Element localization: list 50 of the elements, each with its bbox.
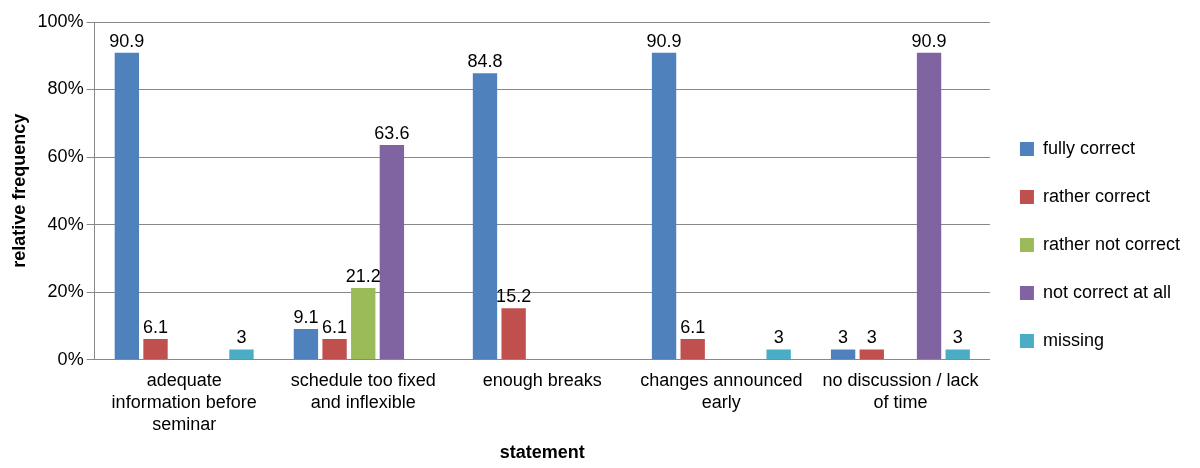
bar (143, 339, 168, 360)
y-tick-label: 80% (47, 78, 84, 99)
bar (945, 349, 970, 360)
x-tick-label: no discussion / lack of time (822, 370, 980, 412)
data-label: 63.6 (374, 122, 410, 143)
bar (501, 308, 526, 360)
legend-label: rather not correct (1042, 233, 1181, 254)
y-tick-label: 100% (37, 10, 84, 31)
y-tick-label: 0% (57, 348, 84, 369)
legend-label: rather correct (1042, 185, 1150, 206)
bar (859, 349, 884, 360)
bar (351, 288, 376, 360)
data-label: 6.1 (143, 316, 169, 337)
x-tick-label: schedule too fixed and inflexible (290, 370, 436, 412)
bar (379, 144, 405, 360)
y-tick-label: 40% (47, 213, 84, 234)
data-label: 3 (866, 327, 877, 348)
data-label: 6.1 (680, 316, 706, 337)
legend-label: missing (1042, 329, 1104, 350)
bar (766, 349, 791, 360)
data-label: 3 (773, 327, 784, 348)
data-label: 9.1 (293, 306, 319, 327)
data-label: 6.1 (322, 316, 348, 337)
y-axis-title: relative frequency (8, 113, 29, 268)
y-tick-label: 20% (47, 281, 84, 302)
data-label: 90.9 (646, 30, 682, 51)
bar (293, 328, 319, 360)
data-label: 3 (236, 327, 247, 348)
x-tick-label: enough breaks (482, 370, 602, 391)
data-label: 90.9 (109, 30, 145, 51)
data-label: 3 (952, 327, 963, 348)
x-tick-label: adequate information before seminar (111, 370, 257, 434)
legend-label: not correct at all (1042, 281, 1172, 302)
data-label: 15.2 (496, 286, 532, 307)
bar (916, 52, 942, 360)
data-label: 90.9 (911, 30, 947, 51)
bar (830, 349, 856, 360)
bar (472, 73, 498, 360)
bar (651, 52, 677, 360)
bar (680, 339, 705, 360)
data-label: 84.8 (467, 51, 503, 72)
data-label: 3 (838, 327, 849, 348)
data-label: 21.2 (345, 266, 381, 286)
bar (322, 339, 347, 360)
bar (114, 52, 140, 360)
x-axis-title: statement (499, 442, 585, 463)
legend-label: fully correct (1042, 137, 1135, 158)
x-tick-label: changes announced early (640, 370, 803, 412)
y-tick-label: 60% (47, 146, 84, 167)
bar (229, 349, 254, 360)
